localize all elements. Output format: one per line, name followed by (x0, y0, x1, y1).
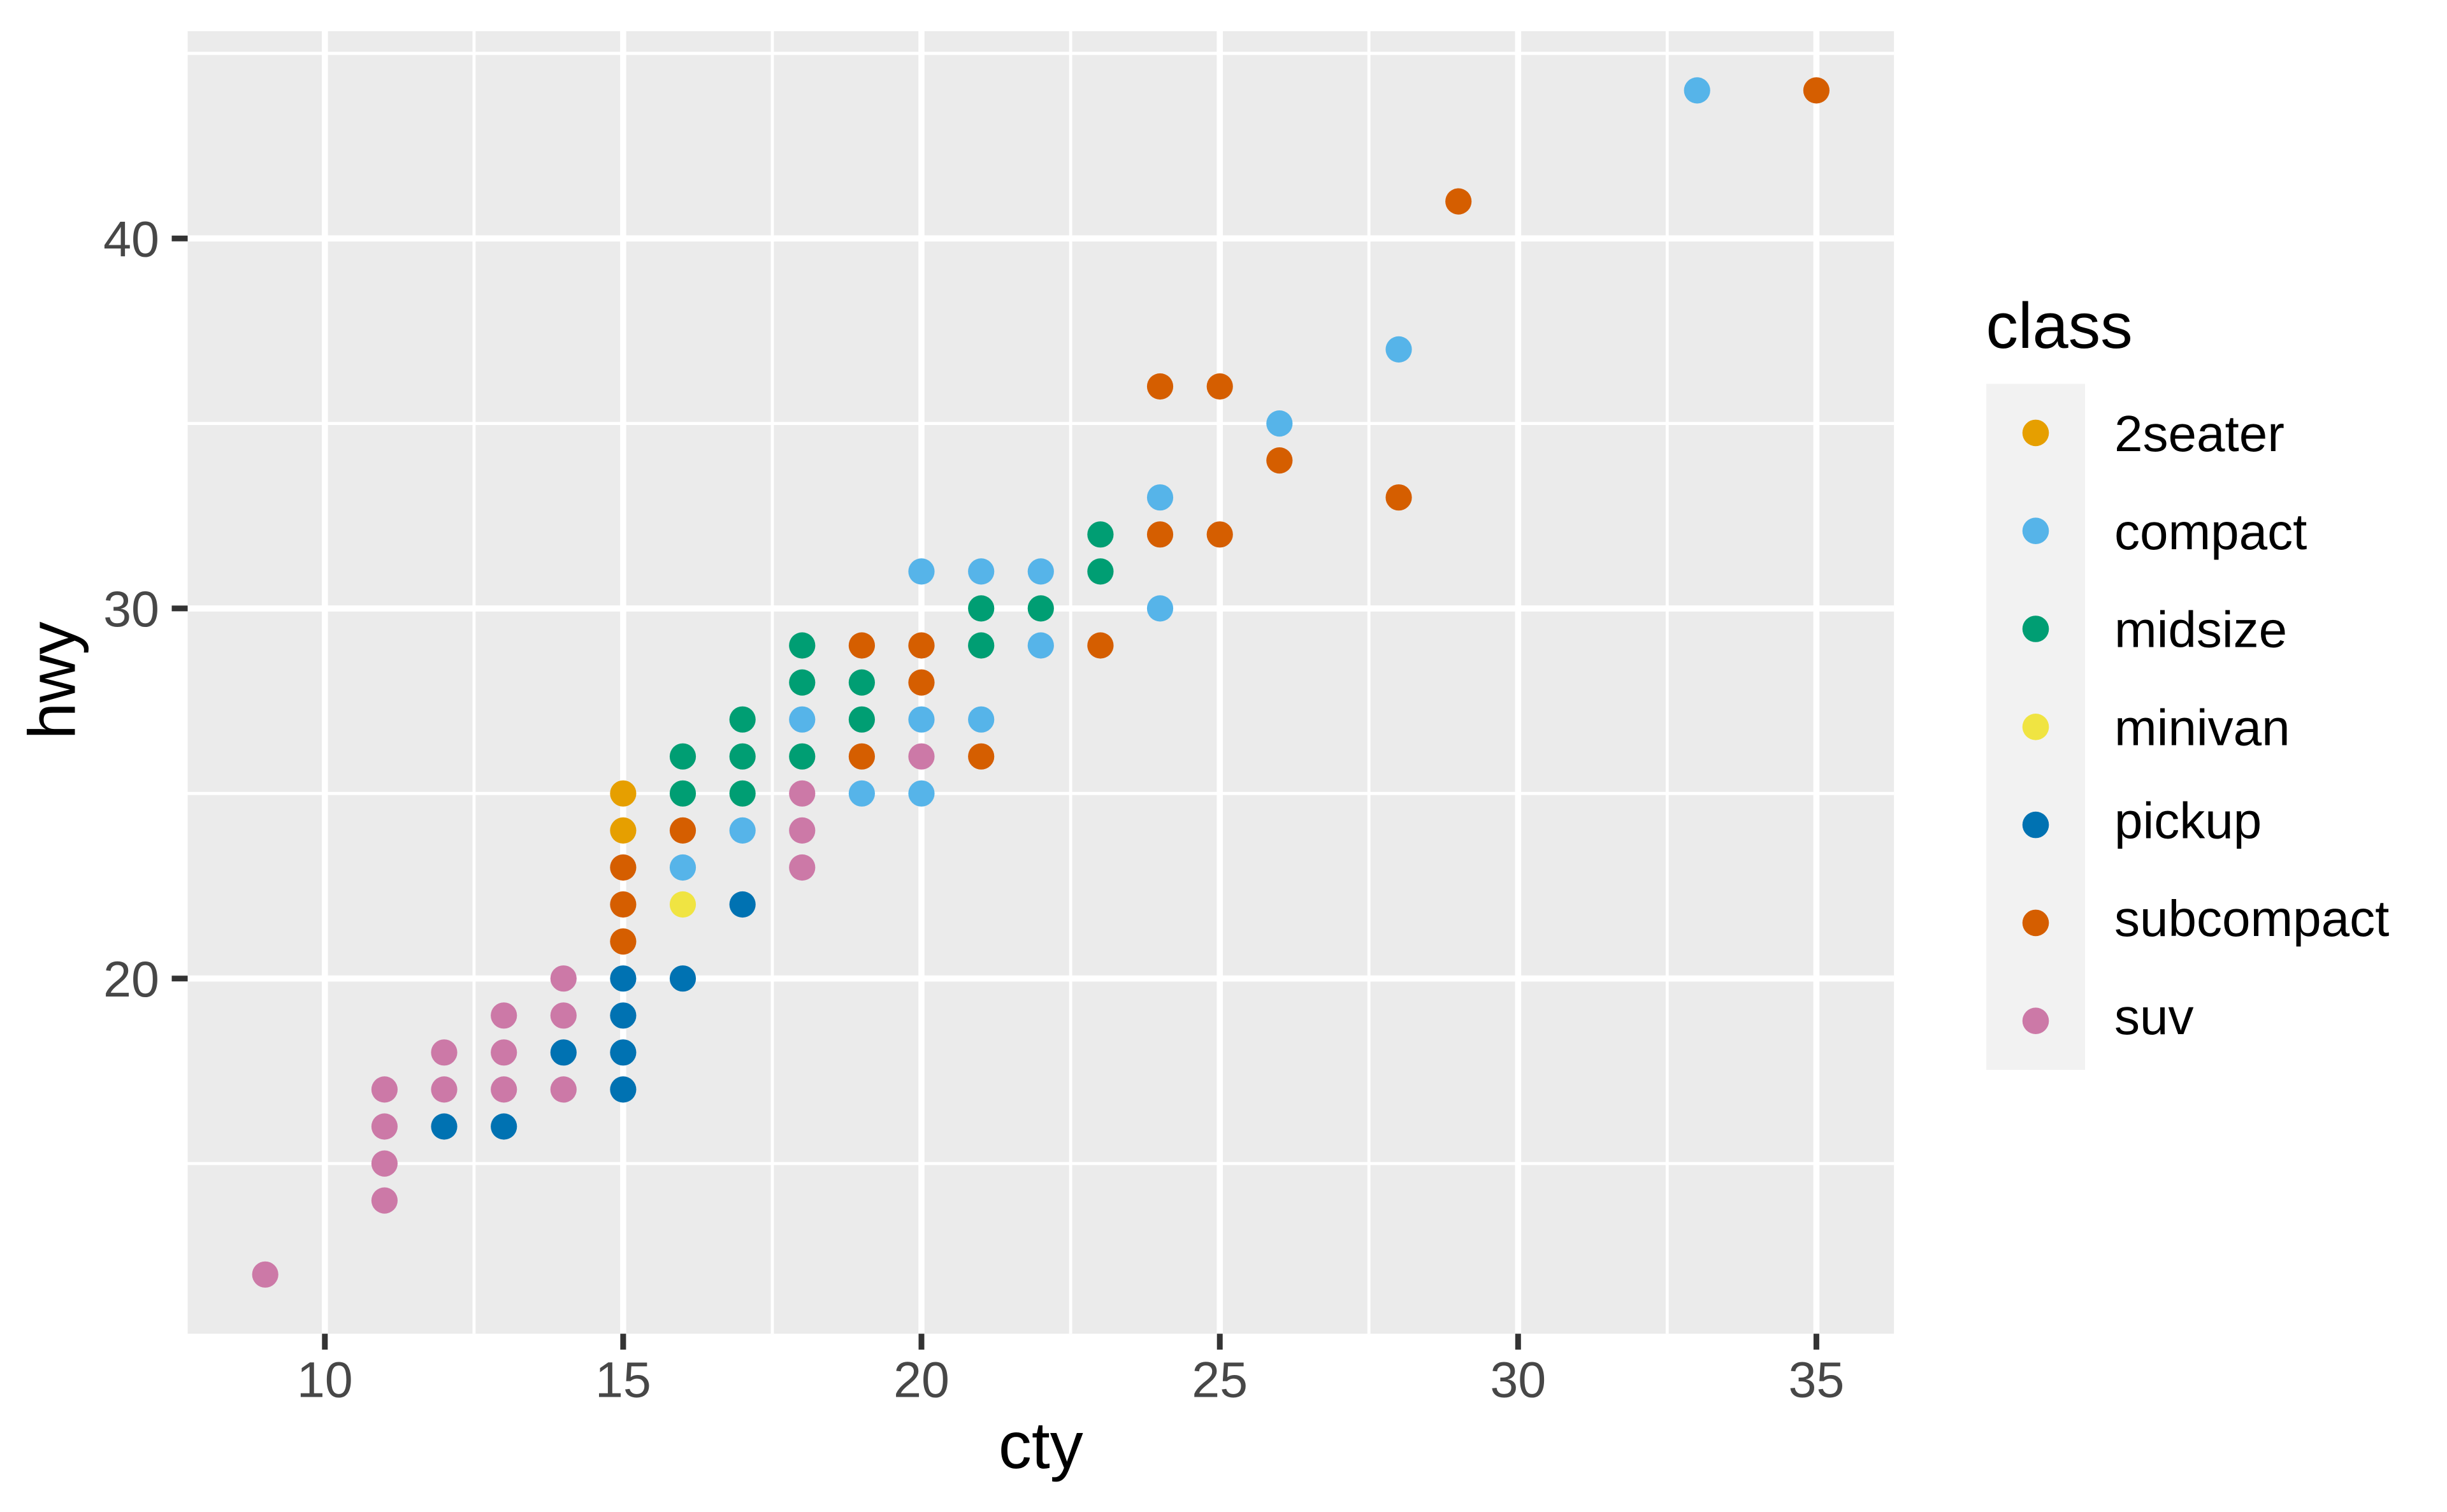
svg-text:10: 10 (297, 1351, 353, 1408)
svg-text:minivan: minivan (2114, 699, 2290, 756)
svg-text:compact: compact (2114, 503, 2307, 560)
svg-text:midsize: midsize (2114, 601, 2287, 658)
svg-text:20: 20 (893, 1351, 949, 1408)
svg-text:25: 25 (1192, 1351, 1248, 1408)
svg-text:hwy: hwy (16, 622, 90, 740)
svg-text:30: 30 (103, 580, 159, 637)
svg-text:40: 40 (103, 211, 159, 268)
svg-text:class: class (1986, 291, 2133, 362)
svg-text:pickup: pickup (2114, 792, 2262, 849)
svg-text:suv: suv (2114, 988, 2194, 1045)
svg-text:cty: cty (999, 1409, 1083, 1483)
svg-text:subcompact: subcompact (2114, 890, 2389, 947)
svg-text:2seater: 2seater (2114, 405, 2285, 462)
svg-text:35: 35 (1788, 1351, 1844, 1408)
svg-text:20: 20 (103, 951, 159, 1007)
svg-text:15: 15 (595, 1351, 651, 1408)
svg-text:30: 30 (1490, 1351, 1546, 1408)
